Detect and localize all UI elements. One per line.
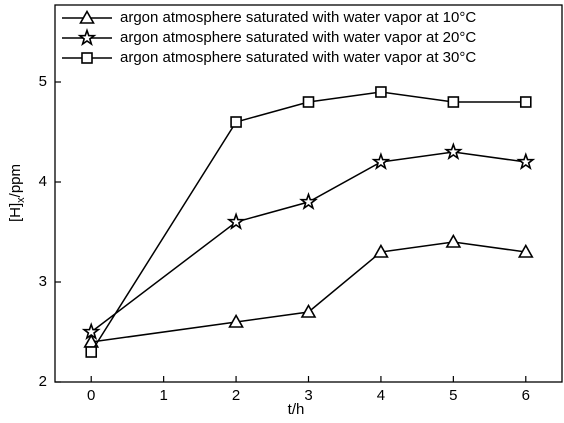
x-tick-label: 4: [377, 387, 385, 404]
x-tick-label: 6: [522, 387, 530, 404]
legend-label: argon atmosphere saturated with water va…: [120, 9, 476, 26]
marker: [447, 96, 460, 108]
marker: [228, 313, 244, 328]
legend-label: argon atmosphere saturated with water va…: [120, 49, 476, 66]
marker: [375, 86, 387, 98]
marker: [85, 346, 98, 358]
marker: [443, 142, 463, 161]
marker: [302, 96, 315, 108]
series-line: [90, 91, 526, 353]
y-tick-label: 4: [39, 173, 47, 190]
marker: [371, 152, 391, 171]
series-line: [91, 241, 526, 343]
y-tick-label: 2: [39, 373, 47, 390]
y-tick-label: 5: [39, 73, 47, 90]
legend-marker: [81, 52, 93, 64]
y-tick-label: 3: [39, 273, 47, 290]
legend-marker: [79, 9, 95, 24]
y-label-unit: /ppm: [7, 164, 24, 197]
marker: [81, 322, 101, 341]
marker: [519, 96, 532, 108]
marker: [299, 192, 318, 211]
x-tick-label: 5: [449, 387, 457, 404]
series-line: [90, 151, 526, 333]
legend-label: argon atmosphere saturated with water va…: [120, 29, 476, 46]
marker: [230, 116, 242, 128]
y-label-sub: x: [15, 197, 27, 203]
x-tick-label: 1: [159, 387, 167, 404]
marker: [516, 152, 536, 171]
legend-marker: [77, 28, 97, 47]
x-tick-label: 3: [304, 387, 312, 404]
marker: [300, 303, 317, 318]
x-tick-label: 2: [232, 387, 240, 404]
x-axis-label: t/h: [288, 401, 305, 418]
y-axis-label: [H]x/ppm: [7, 164, 27, 222]
marker: [226, 212, 246, 231]
marker: [373, 243, 389, 258]
x-tick-label: 0: [87, 387, 95, 404]
y-label-main: [H]: [7, 203, 24, 222]
marker: [445, 233, 462, 248]
marker: [517, 243, 534, 258]
